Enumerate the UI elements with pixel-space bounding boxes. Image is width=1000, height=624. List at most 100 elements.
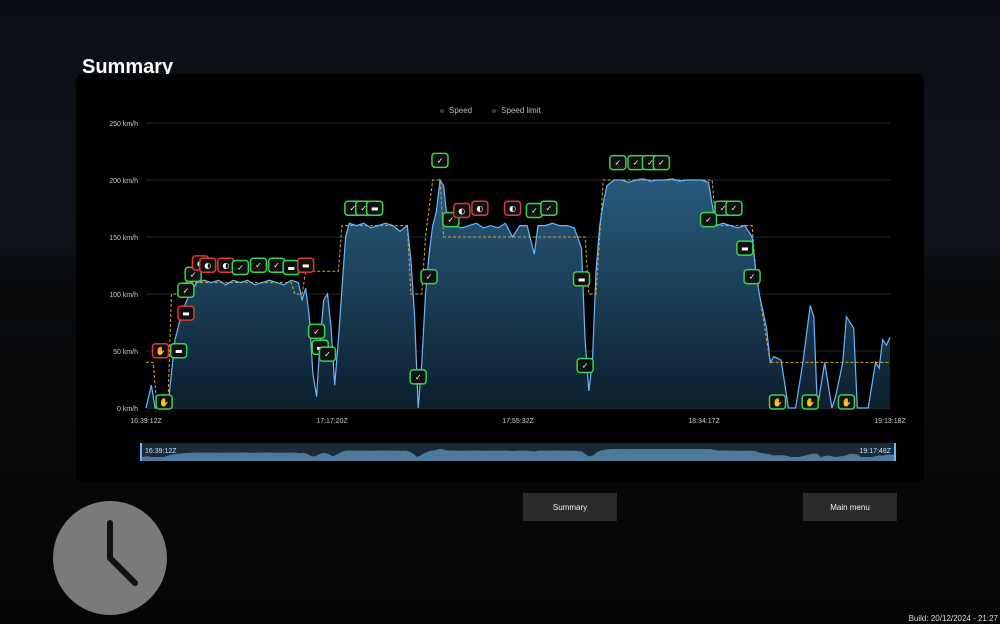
stop-hand-icon: ✋ — [805, 397, 815, 407]
event-marker-ok[interactable]: ✋ — [801, 394, 819, 410]
event-marker-ok[interactable]: ▬ — [572, 271, 591, 287]
page-title: Summary — [82, 56, 174, 78]
x-tick-label: 17:55:32Z — [502, 418, 534, 425]
event-marker-ok[interactable]: ✓ — [525, 202, 544, 219]
y-tick-label: 50 km/h — [113, 349, 138, 356]
shield-check-icon: ✓ — [324, 350, 331, 359]
shield-check-icon: ✓ — [360, 204, 367, 213]
event-marker-ok[interactable]: ✓ — [652, 154, 671, 171]
event-marker-ok[interactable]: ✓ — [699, 211, 718, 228]
clock-icon — [53, 501, 167, 615]
event-marker-ok[interactable]: ✓ — [431, 152, 449, 169]
shield-check-icon: ✓ — [190, 270, 197, 279]
legend-item-speed-limit[interactable]: Speed limit — [492, 106, 541, 115]
brake-icon: ◐ — [476, 204, 483, 213]
shield-check-icon: ✓ — [731, 204, 738, 213]
speed-sign-icon: ▬ — [741, 244, 749, 253]
shield-check-icon: ✓ — [350, 204, 357, 213]
shield-check-icon: ✓ — [448, 216, 455, 225]
event-marker-warning[interactable]: ✋ — [151, 342, 170, 359]
shield-check-icon: ✓ — [614, 159, 621, 168]
event-marker-warning[interactable]: ◐ — [198, 257, 217, 273]
event-marker-warning[interactable]: ▬ — [296, 257, 315, 273]
y-tick-label: 200 km/h — [109, 178, 138, 185]
navigator-start-label: 16:39:12Z — [145, 448, 177, 455]
shield-check-icon: ✓ — [273, 261, 280, 270]
y-tick-label: 250 km/h — [109, 121, 138, 128]
event-marker-ok[interactable]: ✓ — [307, 323, 326, 340]
event-marker-ok[interactable]: ▬ — [169, 342, 188, 359]
brake-icon: ◐ — [509, 204, 516, 213]
event-marker-ok[interactable]: ✋ — [768, 394, 787, 410]
shield-check-icon: ✓ — [255, 261, 262, 270]
legend-label: Speed limit — [501, 106, 541, 115]
shield-check-icon: ✓ — [720, 204, 727, 213]
event-marker-ok[interactable]: ✓ — [627, 154, 645, 171]
event-marker-warning[interactable]: ◐ — [452, 202, 471, 219]
event-marker-warning[interactable]: ◐ — [217, 257, 235, 273]
x-tick-label: 18:34:17Z — [688, 418, 720, 425]
brake-icon: ◐ — [204, 261, 211, 270]
event-marker-ok[interactable]: ✓ — [743, 268, 761, 285]
event-marker-ok[interactable]: ✓ — [231, 259, 250, 276]
event-marker-warning[interactable]: ▬ — [177, 305, 195, 321]
shield-check-icon: ✓ — [705, 216, 712, 225]
event-marker-ok[interactable]: ✓ — [318, 346, 337, 362]
event-marker-ok[interactable]: ✓ — [267, 257, 286, 273]
x-tick-label: 19:13:18Z — [874, 418, 906, 425]
event-marker-ok[interactable]: ✓ — [420, 268, 438, 285]
brake-icon: ◐ — [458, 206, 465, 215]
brake-icon: ◐ — [222, 261, 229, 270]
shield-check-icon: ✓ — [415, 373, 422, 382]
shield-check-icon: ✓ — [749, 273, 756, 282]
legend-dot-icon — [440, 108, 444, 113]
speed-sign-icon: ▬ — [302, 261, 310, 270]
x-tick-label: 16:39:12Z — [130, 418, 162, 425]
event-marker-ok[interactable]: ✓ — [249, 257, 268, 273]
build-info: Build: 20/12/2024 - 21:27 — [908, 614, 998, 623]
legend-dot-icon — [492, 108, 497, 113]
event-marker-ok[interactable]: ✋ — [837, 394, 856, 410]
stop-hand-icon: ✋ — [156, 346, 166, 356]
shield-check-icon: ✓ — [437, 156, 444, 165]
summary-button[interactable]: Summary — [523, 493, 617, 521]
shield-check-icon: ✓ — [658, 159, 665, 168]
stop-hand-icon: ✋ — [773, 397, 783, 407]
event-marker-ok[interactable]: ✋ — [155, 394, 173, 410]
shield-check-icon: ✓ — [531, 206, 538, 215]
shield-check-icon: ✓ — [313, 327, 320, 336]
event-marker-ok[interactable]: ▬ — [365, 200, 384, 216]
speed-sign-icon: ▬ — [578, 275, 586, 284]
event-marker-ok[interactable]: ✓ — [409, 369, 427, 385]
event-marker-ok[interactable]: ▬ — [282, 259, 300, 276]
event-marker-warning[interactable]: ◐ — [471, 200, 489, 216]
time-range-navigator[interactable]: 16:39:12Z 19:17:48Z — [140, 443, 896, 461]
navigator-series — [142, 449, 894, 461]
shield-check-icon: ✓ — [582, 362, 589, 371]
y-tick-label: 0 km/h — [117, 406, 138, 413]
stop-hand-icon: ✋ — [841, 397, 851, 407]
speed-sign-icon: ▬ — [175, 347, 183, 356]
shield-check-icon: ✓ — [633, 159, 640, 168]
speed-sign-icon: ▬ — [182, 309, 190, 318]
main-menu-button[interactable]: Main menu — [803, 493, 897, 521]
legend-item-speed[interactable]: Speed — [440, 106, 472, 115]
y-tick-label: 100 km/h — [109, 292, 138, 299]
y-tick-label: 150 km/h — [109, 235, 138, 242]
speed-line — [145, 178, 891, 409]
legend-label: Speed — [449, 106, 473, 115]
shield-check-icon: ✓ — [183, 286, 190, 295]
event-marker-ok[interactable]: ▬ — [736, 240, 754, 256]
event-marker-ok[interactable]: ✓ — [540, 200, 558, 216]
speed-sign-icon: ▬ — [371, 204, 379, 213]
speed-sign-icon: ▬ — [287, 263, 295, 272]
event-marker-ok[interactable]: ✓ — [576, 357, 594, 374]
shield-check-icon: ✓ — [426, 273, 433, 282]
event-marker-ok[interactable]: ✓ — [725, 200, 743, 216]
stop-hand-icon: ✋ — [159, 397, 169, 407]
event-marker-ok[interactable]: ✓ — [609, 154, 627, 171]
event-marker-warning[interactable]: ◐ — [503, 200, 522, 216]
chart-legend: Speed Speed limit — [440, 106, 541, 115]
event-marker-ok[interactable]: ✓ — [177, 282, 195, 299]
